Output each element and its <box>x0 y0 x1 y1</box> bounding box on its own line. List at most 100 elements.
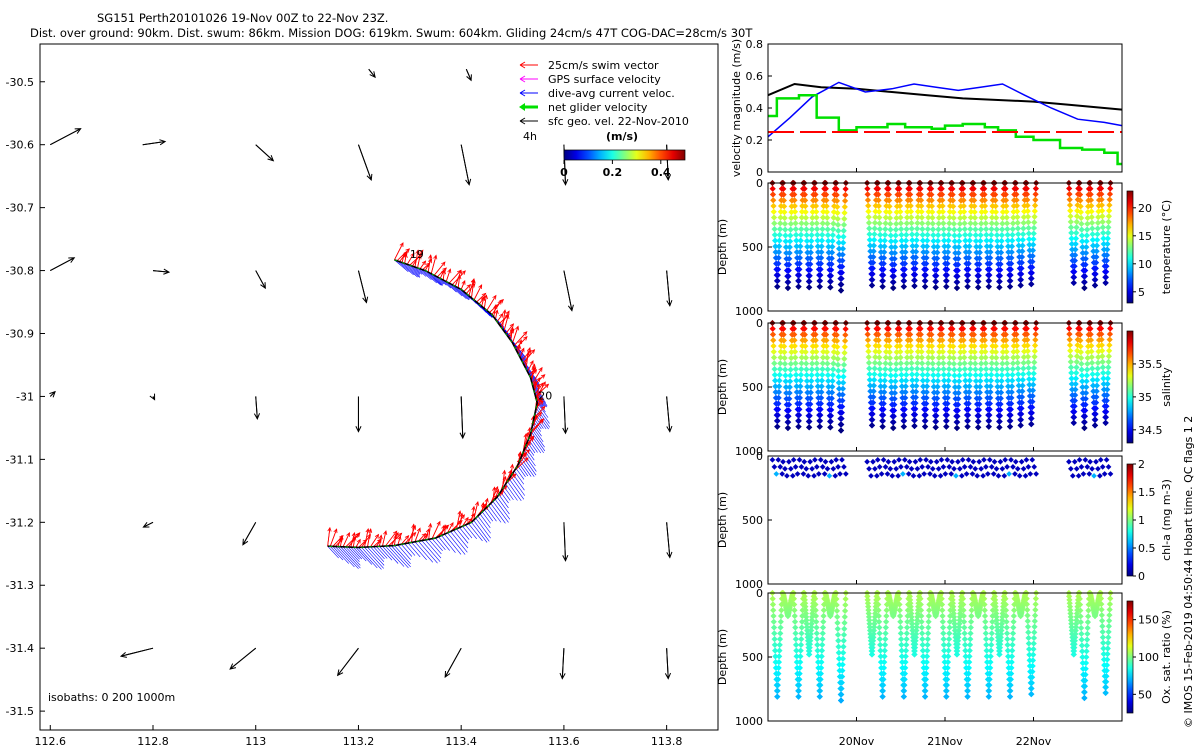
oxygen-point <box>1085 607 1092 614</box>
oxygen-point <box>1099 628 1106 635</box>
temperature-point <box>1007 277 1014 285</box>
salinity-point <box>965 406 972 413</box>
dac-vector <box>340 546 361 569</box>
temperature-point <box>1104 235 1111 242</box>
dac-vector <box>490 503 506 524</box>
salinity-point <box>920 383 927 390</box>
temperature-point <box>993 214 1000 221</box>
oxygen-point <box>903 635 910 643</box>
chla-point <box>976 458 982 465</box>
map-ytick-label: -31 <box>16 390 34 403</box>
oxygen-point <box>804 630 811 638</box>
velocity-ytick-label: 0.8 <box>746 38 764 51</box>
salinity-point <box>1024 353 1032 360</box>
oxygen-point <box>1077 613 1084 620</box>
oxygen-point <box>952 630 959 638</box>
oxygen-point <box>962 647 969 654</box>
temperature-point <box>982 214 989 221</box>
oxygen-point <box>945 653 952 660</box>
oxygen-point <box>941 653 948 660</box>
temperature-point <box>880 272 887 279</box>
oxygen-point <box>900 693 907 700</box>
temperature-point <box>881 231 889 238</box>
temperature-point <box>933 272 940 279</box>
oxygen-point <box>815 659 822 666</box>
swim-vector-head <box>527 360 534 372</box>
temperature-point <box>1066 202 1074 209</box>
chla-point <box>963 471 970 477</box>
temperature-point <box>1083 238 1090 245</box>
oxygen-point <box>997 630 1005 638</box>
oxygen-point <box>791 607 798 614</box>
salinity-point <box>1024 336 1031 343</box>
chla-point <box>803 465 810 472</box>
salinity-point <box>945 383 952 390</box>
temperature-point <box>1092 270 1099 278</box>
oxygen-point <box>996 647 1003 655</box>
temperature-point <box>1070 274 1078 281</box>
dac-vector <box>512 473 525 491</box>
oxygen-point <box>1106 617 1113 624</box>
oxygen-point <box>833 607 841 615</box>
oxygen-point <box>807 627 815 634</box>
temperature-point <box>806 284 813 291</box>
salinity-point <box>1106 330 1114 338</box>
chla-point <box>874 457 881 463</box>
swim-vector-head <box>496 313 504 322</box>
salinity-point <box>897 360 904 367</box>
chla-point <box>970 458 977 465</box>
oxygen-point <box>985 687 993 695</box>
oxygen-point <box>901 670 909 677</box>
oxygen-point <box>796 664 803 671</box>
temperature-point <box>1103 251 1111 259</box>
oxygen-point <box>1078 630 1085 637</box>
salinity-point <box>833 331 840 339</box>
salinity-point <box>840 367 847 374</box>
temperature-point <box>879 283 886 290</box>
temperature-point <box>1099 224 1107 231</box>
salinity-point <box>819 371 826 378</box>
oxygen-point <box>951 617 958 624</box>
oxygen-point <box>836 655 843 662</box>
temperature-point <box>839 245 847 252</box>
salinity-point <box>828 406 835 414</box>
chla-point <box>870 458 876 465</box>
oxygen-point <box>925 612 932 620</box>
swim-vector-head <box>476 292 487 303</box>
oxygen-point <box>835 637 842 644</box>
salinity-point <box>1069 386 1076 393</box>
salinity-point <box>929 348 936 356</box>
oxygen-point <box>1103 667 1110 674</box>
oxygen-point <box>798 630 805 637</box>
oxygen-point <box>802 610 810 617</box>
temperature-point <box>932 278 940 285</box>
chla-point <box>1031 464 1038 470</box>
salinity-point <box>864 325 871 332</box>
salinity-point <box>903 365 910 373</box>
temperature-point <box>881 237 888 244</box>
oxygen-point <box>1072 627 1079 634</box>
temperature-point <box>771 220 778 227</box>
temperature-point <box>1082 249 1090 257</box>
temperature-point <box>908 214 915 221</box>
oxygen-point <box>1083 642 1090 649</box>
temperature-point <box>1083 232 1090 239</box>
oxygen-point <box>949 596 956 603</box>
temperature-point <box>816 277 824 285</box>
salinity-point <box>868 422 876 429</box>
chla-point <box>1071 458 1078 465</box>
salinity-point <box>922 406 930 413</box>
salinity-point <box>877 371 884 378</box>
oxygen-point <box>993 620 1001 627</box>
oxygen-point <box>1004 641 1011 648</box>
salinity-point <box>1104 380 1111 388</box>
chla-point <box>769 457 776 463</box>
dac-vector <box>475 517 491 539</box>
temperature-point <box>1084 220 1091 227</box>
oxygen-point <box>776 635 784 643</box>
oxygen-point <box>834 631 842 638</box>
temperature-point <box>1099 218 1106 225</box>
oxygen-point <box>1004 647 1011 654</box>
salinity-point <box>1105 358 1112 365</box>
